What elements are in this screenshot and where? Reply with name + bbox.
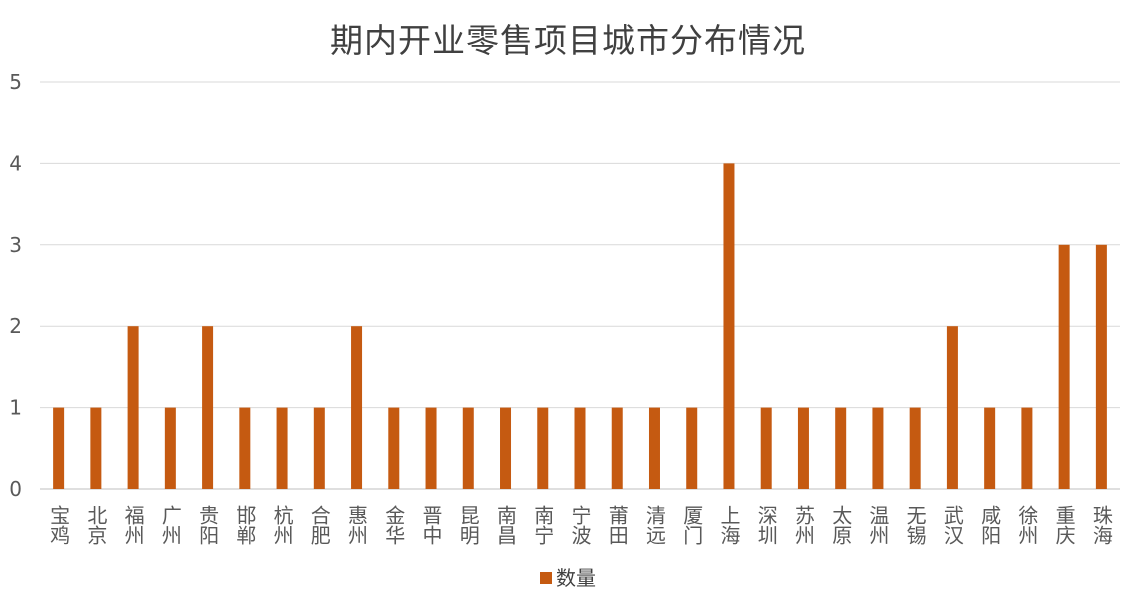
x-tick-label: 金华 xyxy=(382,505,406,545)
bar xyxy=(462,407,474,489)
chart-title: 期内开业零售项目城市分布情况 xyxy=(330,21,806,60)
bar xyxy=(388,407,400,489)
x-tick-label: 苏州 xyxy=(791,505,815,545)
bar xyxy=(537,407,549,489)
x-tick-label: 宝鸡 xyxy=(47,505,71,545)
x-tick-label: 武汉 xyxy=(940,505,964,545)
x-tick-label: 昆明 xyxy=(456,505,480,545)
x-tick-label: 咸阳 xyxy=(978,505,1002,545)
x-tick-label: 莆田 xyxy=(605,505,629,545)
bar xyxy=(202,326,214,489)
x-tick-label: 贵阳 xyxy=(196,505,220,545)
bar xyxy=(723,163,735,489)
x-tick-label: 合肥 xyxy=(307,505,331,545)
x-tick-label: 杭州 xyxy=(270,505,294,545)
x-tick-label: 南昌 xyxy=(494,505,518,545)
bar xyxy=(500,407,512,489)
legend-swatch xyxy=(540,571,552,584)
bar xyxy=(835,407,847,489)
bar xyxy=(276,407,288,489)
x-tick-label: 北京 xyxy=(84,505,108,545)
bar xyxy=(872,407,884,489)
bar xyxy=(127,326,139,489)
bar xyxy=(1021,407,1033,489)
x-tick-label: 徐州 xyxy=(1015,505,1039,545)
bar xyxy=(797,407,809,489)
x-tick-label: 珠海 xyxy=(1089,505,1113,545)
y-tick-label: 3 xyxy=(9,233,22,257)
x-tick-label: 南宁 xyxy=(531,505,555,545)
bar xyxy=(984,407,996,489)
bar xyxy=(648,407,660,489)
x-tick-label: 重庆 xyxy=(1052,505,1076,545)
legend-label: 数量 xyxy=(556,566,596,590)
bar xyxy=(425,407,437,489)
x-tick-label: 厦门 xyxy=(680,505,704,545)
x-tick-label: 上海 xyxy=(717,505,741,545)
x-tick-label: 邯郸 xyxy=(233,505,257,545)
x-tick-label: 深圳 xyxy=(754,505,778,545)
bar xyxy=(1058,244,1070,489)
bar xyxy=(90,407,102,489)
chart-legend: 数量 xyxy=(0,562,1136,591)
bar xyxy=(164,407,176,489)
bar xyxy=(53,407,65,489)
x-tick-label: 清远 xyxy=(642,505,666,545)
bar xyxy=(909,407,921,489)
bar xyxy=(1095,244,1107,489)
x-tick-label: 惠州 xyxy=(345,505,369,545)
bar xyxy=(313,407,325,489)
x-tick-label: 广州 xyxy=(158,505,182,545)
x-tick-label: 太原 xyxy=(829,505,853,545)
bar xyxy=(686,407,698,489)
y-tick-label: 5 xyxy=(9,70,22,94)
y-tick-label: 4 xyxy=(9,151,22,175)
y-tick-label: 1 xyxy=(9,396,22,420)
y-tick-label: 2 xyxy=(9,314,22,338)
bar xyxy=(351,326,363,489)
x-tick-label: 福州 xyxy=(121,505,145,545)
bar xyxy=(760,407,772,489)
bar xyxy=(946,326,958,489)
bar xyxy=(239,407,251,489)
bar xyxy=(611,407,623,489)
x-tick-label: 无锡 xyxy=(903,505,927,545)
bar xyxy=(574,407,586,489)
x-tick-label: 晋中 xyxy=(419,505,443,545)
x-tick-label: 宁波 xyxy=(568,505,592,545)
y-tick-label: 0 xyxy=(9,477,22,501)
x-tick-label: 温州 xyxy=(866,505,890,545)
